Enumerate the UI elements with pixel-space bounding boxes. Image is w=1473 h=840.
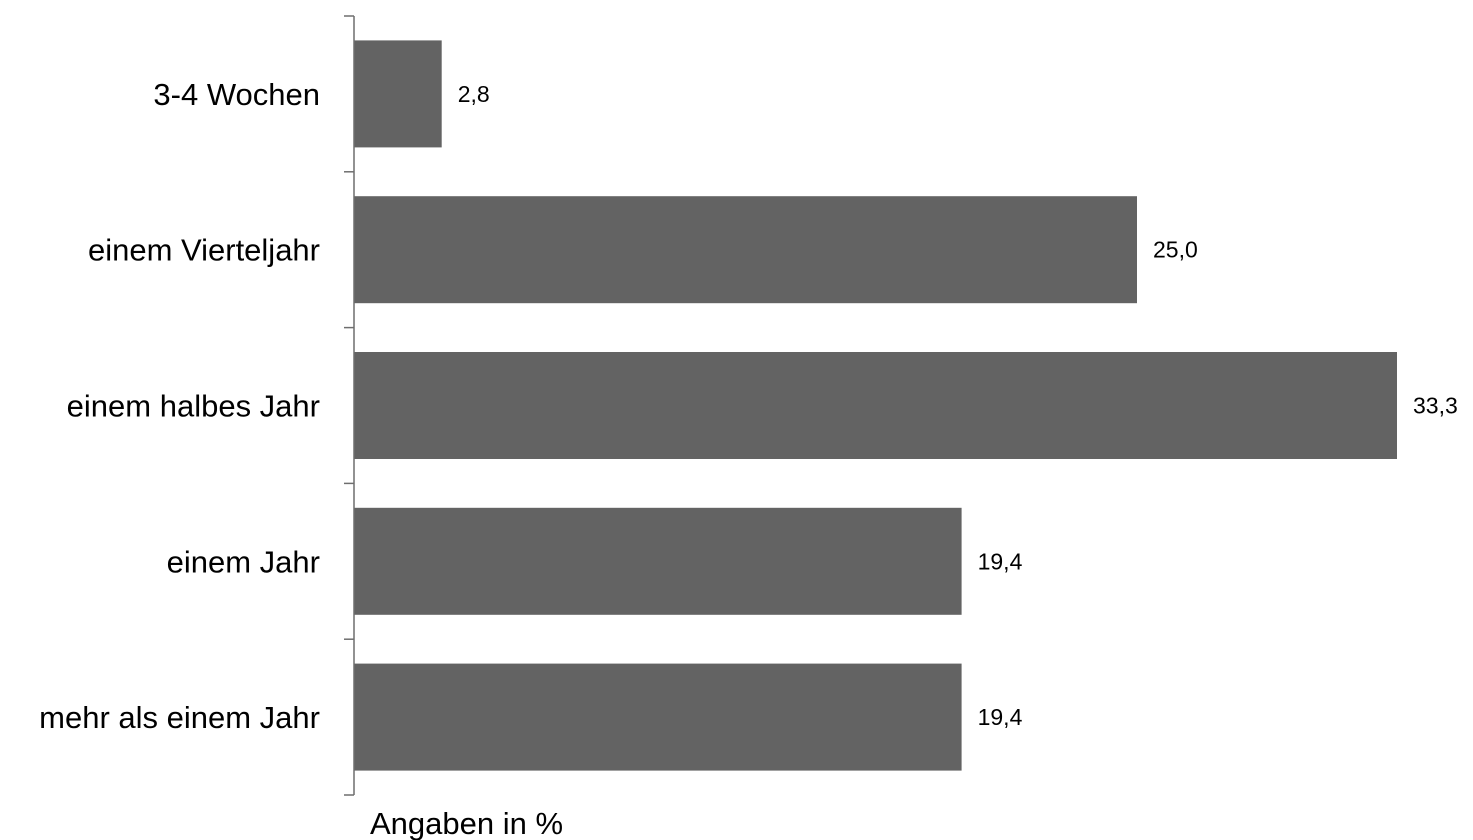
bar — [354, 40, 442, 148]
bar — [354, 196, 1137, 304]
category-labels-group: 3-4 Wochen einem Vierteljahr einem halbes … — [39, 77, 320, 735]
data-label: 19,4 — [978, 704, 1023, 730]
category-label: mehr als einem Jahr — [39, 700, 320, 735]
category-label: 3-4 Wochen — [153, 77, 320, 112]
category-label: einem Jahr — [167, 544, 320, 579]
data-label: 33,3 — [1413, 393, 1458, 419]
value-labels-group: 2,8 25,0 33,3 19,4 19,4 — [458, 81, 1458, 730]
data-label: 25,0 — [1153, 237, 1198, 263]
x-axis-label: Angaben in % — [370, 806, 563, 840]
category-label: einem halbes Jahr — [67, 389, 320, 424]
category-label: einem Vierteljahr — [88, 233, 320, 268]
y-axis — [344, 15, 355, 796]
bar — [354, 352, 1397, 459]
bars-group — [354, 40, 1397, 771]
bar — [354, 507, 962, 615]
data-label: 2,8 — [458, 81, 490, 107]
bar — [354, 663, 962, 771]
data-label: 19,4 — [978, 548, 1023, 574]
